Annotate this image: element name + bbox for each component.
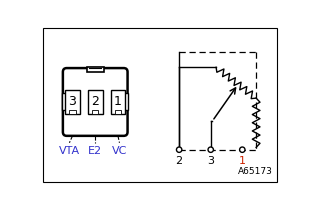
Bar — [115, 110, 121, 114]
FancyBboxPatch shape — [63, 68, 128, 136]
Text: 1: 1 — [239, 156, 246, 166]
Bar — [124, 93, 128, 110]
Bar — [92, 110, 98, 114]
Text: A65173: A65173 — [237, 167, 272, 176]
Text: E2: E2 — [88, 146, 102, 156]
Text: VTA: VTA — [59, 146, 80, 156]
Text: VC: VC — [112, 146, 127, 156]
Circle shape — [240, 147, 245, 152]
Bar — [65, 90, 80, 114]
Bar — [62, 93, 67, 110]
Bar — [70, 110, 76, 114]
Bar — [111, 90, 125, 114]
Text: 1: 1 — [114, 95, 122, 108]
Text: 2: 2 — [176, 156, 183, 166]
Bar — [87, 67, 104, 72]
Bar — [88, 90, 103, 114]
Circle shape — [208, 147, 213, 152]
Circle shape — [177, 147, 182, 152]
Text: 3: 3 — [69, 95, 76, 108]
Text: 3: 3 — [207, 156, 214, 166]
Text: 2: 2 — [91, 95, 99, 108]
